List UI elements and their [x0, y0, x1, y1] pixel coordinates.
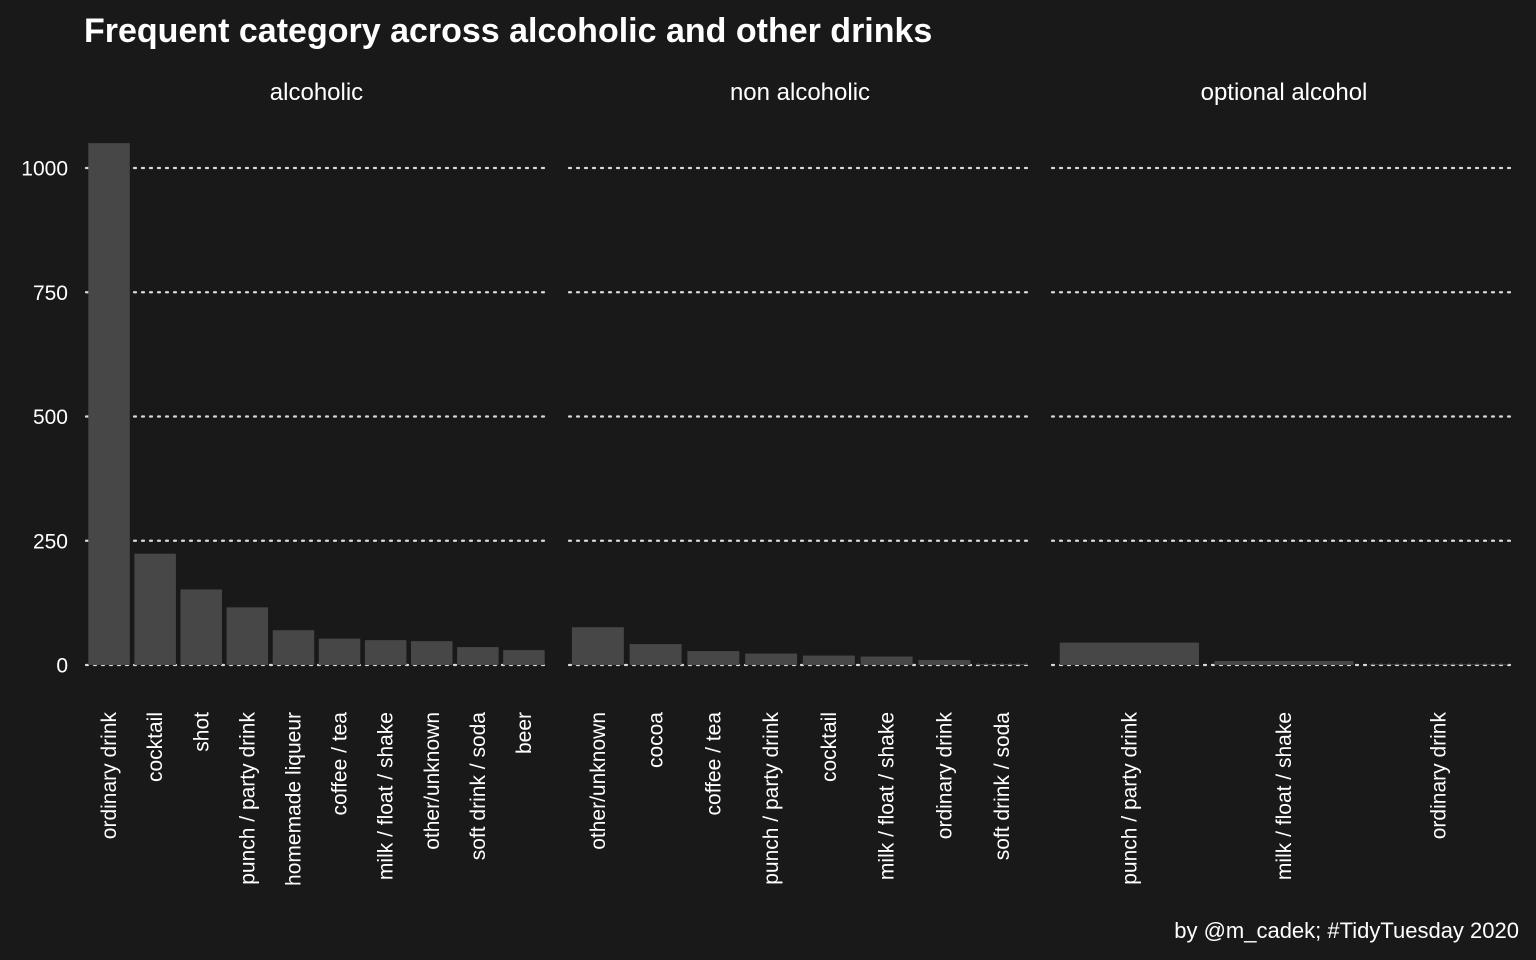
x-tick-label: soft drink / soda [467, 712, 490, 861]
x-tick-label: ordinary drink [1428, 712, 1451, 840]
bar [1059, 642, 1199, 665]
x-tick-label: other/unknown [587, 712, 610, 850]
bar [802, 655, 855, 665]
x-tick-label: soft drink / soda [991, 712, 1014, 861]
bar [180, 589, 222, 665]
x-tick-label: punch / party drink [760, 712, 783, 885]
y-tick-label: 500 [33, 406, 68, 429]
bar [976, 664, 1029, 665]
x-tick-label: milk / float / shake [1273, 712, 1296, 880]
bar [364, 640, 407, 665]
y-tick-label: 750 [33, 282, 68, 305]
x-tick-label: shot [190, 712, 213, 752]
x-tick-label: ordinary drink [933, 712, 956, 840]
bar [411, 641, 453, 665]
bar [1214, 661, 1354, 665]
bar [745, 653, 798, 665]
x-tick-label: other/unknown [421, 712, 444, 850]
bar [503, 650, 545, 665]
bar [571, 627, 624, 665]
x-tick-label: punch / party drink [236, 712, 259, 885]
x-tick-label: ordinary drink [98, 712, 121, 840]
x-tick-label: milk / float / shake [876, 712, 899, 880]
facet-strip-label: non alcoholic [730, 79, 870, 106]
x-tick-label: cocoa [645, 712, 668, 768]
y-tick-label: 0 [56, 655, 68, 678]
x-tick-label: homemade liqueur [282, 712, 305, 886]
x-tick-label: punch / party drink [1118, 712, 1141, 885]
plot-area: 0 250 500 750 1000 alcoholic ordinary drink coc… [21, 79, 1518, 886]
bar [88, 143, 130, 665]
chart-title: Frequent category across alcoholic and o… [84, 12, 932, 50]
bar [226, 607, 269, 665]
y-tick-label: 1000 [21, 158, 68, 181]
facet-strip-label: alcoholic [270, 79, 363, 106]
bar [918, 660, 971, 665]
bar [318, 638, 361, 665]
facet-strip-label: optional alcohol [1201, 79, 1368, 106]
bar [860, 656, 913, 665]
bar [134, 553, 176, 665]
x-tick-label: beer [513, 712, 536, 754]
x-tick-label: cocktail [818, 712, 841, 782]
bar [457, 647, 499, 665]
x-tick-label: coffee / tea [329, 712, 352, 816]
x-tick-label: coffee / tea [702, 712, 725, 816]
x-tick-label: milk / float / shake [375, 712, 398, 880]
chart-caption: by @m_cadek; #TidyTuesday 2020 [1174, 918, 1519, 943]
y-tick-label: 250 [33, 530, 68, 553]
bar [1369, 664, 1509, 665]
bar [272, 630, 315, 665]
bar [687, 651, 740, 665]
x-tick-label: cocktail [144, 712, 167, 782]
bar [629, 644, 682, 665]
